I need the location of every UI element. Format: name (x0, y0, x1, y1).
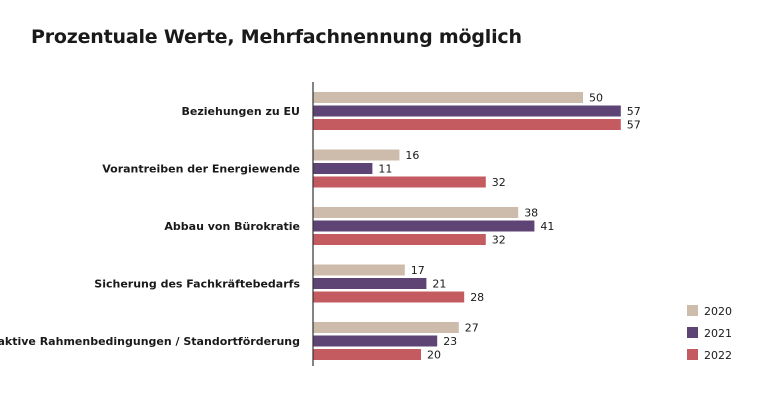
data-label: 17 (411, 264, 425, 277)
category-label: Attraktive Rahmenbedingungen / Standortf… (0, 335, 300, 348)
legend: 2020 2021 2022 (687, 305, 732, 362)
bars-layer (313, 92, 621, 360)
data-label: 38 (524, 207, 538, 220)
data-label: 20 (427, 349, 441, 362)
legend-label: 2022 (704, 349, 732, 362)
legend-swatch-2022 (687, 349, 698, 360)
data-label: 32 (492, 176, 506, 189)
bar-2022 (313, 176, 486, 188)
chart-title: Prozentuale Werte, Mehrfachnennung mögli… (31, 26, 522, 48)
data-label: 21 (432, 278, 446, 291)
legend-swatch-2021 (687, 327, 698, 338)
data-label: 27 (465, 322, 479, 335)
category-label: Beziehungen zu EU (182, 105, 300, 118)
category-label: Abbau von Bürokratie (164, 220, 300, 233)
data-label: 57 (627, 105, 641, 118)
bar-2022 (313, 119, 621, 130)
data-label: 41 (540, 220, 554, 233)
data-label: 16 (405, 149, 419, 162)
data-label: 32 (492, 234, 506, 247)
legend-label: 2020 (704, 305, 732, 318)
data-label: 57 (627, 119, 641, 132)
bar-2020 (313, 207, 519, 218)
bar-2022 (313, 234, 486, 245)
bar-2020 (313, 92, 583, 103)
bar-2020 (313, 149, 400, 161)
category-label: Sicherung des Fachkräftebedarfs (94, 278, 300, 291)
bar-2020 (313, 264, 405, 276)
bar-2021 (313, 163, 373, 174)
bar-2020 (313, 322, 459, 333)
bar-2021 (313, 220, 535, 232)
category-label: Vorantreiben der Energiewende (102, 163, 300, 176)
bar-2021 (313, 105, 621, 117)
data-label: 11 (378, 163, 392, 176)
data-label: 28 (470, 291, 484, 304)
legend-swatch-2020 (687, 305, 698, 316)
data-label: 23 (443, 335, 457, 348)
bar-2022 (313, 291, 465, 303)
data-label: 50 (589, 92, 603, 105)
bar-2022 (313, 349, 421, 360)
bar-2021 (313, 278, 427, 289)
legend-label: 2021 (704, 327, 732, 340)
bar-2021 (313, 335, 438, 347)
